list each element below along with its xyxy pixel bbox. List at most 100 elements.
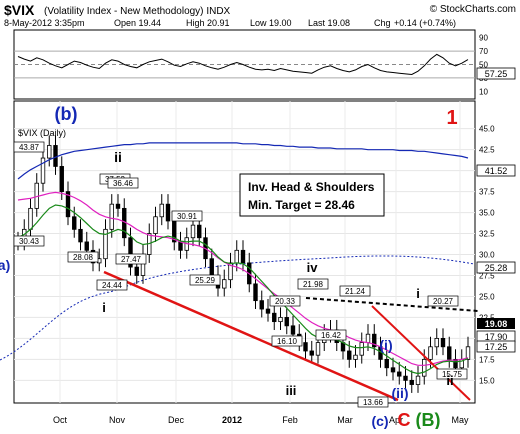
- y-tick-label: 25.0: [479, 292, 495, 301]
- wave-label: (i): [379, 337, 392, 353]
- candle-body: [222, 279, 227, 289]
- price-label: 36.46: [107, 177, 139, 189]
- candle-body: [347, 350, 352, 360]
- ma-green-line: [17, 204, 469, 375]
- candle-body: [428, 346, 433, 360]
- price-label: 30.91: [171, 210, 203, 222]
- candle-body: [409, 379, 414, 385]
- candle-body: [253, 283, 258, 302]
- wave-label: i: [102, 300, 106, 315]
- candle-body: [453, 358, 458, 369]
- svg-text:19.08: 19.08: [485, 319, 508, 329]
- price-label: 25.29: [189, 274, 221, 286]
- price-label: 15.75: [436, 368, 468, 380]
- rsi-tick-label: 90: [479, 34, 488, 43]
- candle-body: [165, 203, 171, 222]
- price-label: 28.08: [67, 251, 99, 263]
- annotation-line2: Min. Target = 28.46: [248, 198, 355, 212]
- candle-body: [84, 241, 89, 251]
- rsi-tick-label: 10: [479, 87, 488, 96]
- wave-label: iii: [286, 383, 297, 398]
- candle-body: [178, 241, 183, 251]
- wave-label: 1: [446, 107, 457, 129]
- candle-body: [72, 216, 77, 230]
- candle-body: [47, 145, 52, 159]
- candle-body: [359, 342, 364, 356]
- y-tick-label: 32.5: [479, 230, 495, 239]
- x-tick-label: Apr: [389, 415, 403, 425]
- svg-text:27.47: 27.47: [121, 255, 142, 264]
- annotation-line1: Inv. Head & Shoulders: [248, 180, 375, 194]
- svg-text:16.42: 16.42: [321, 331, 342, 340]
- candle-body: [372, 333, 377, 348]
- rsi-value-badge: [476, 67, 516, 80]
- candle-body: [447, 346, 452, 360]
- wave-label: ii: [114, 149, 122, 165]
- candle-body: [315, 342, 321, 356]
- candle-body: [465, 346, 471, 360]
- rsi-panel: 9070503010 57.25: [13, 29, 516, 100]
- svg-text:20.27: 20.27: [433, 297, 454, 306]
- svg-text:17.25: 17.25: [485, 342, 508, 352]
- candle-body: [234, 249, 239, 264]
- y-tick-label: 17.5: [479, 355, 495, 364]
- svg-text:16.10: 16.10: [277, 337, 298, 346]
- annotation-box: [239, 173, 385, 217]
- x-tick-label: 2012: [222, 415, 242, 425]
- header-open: Open 19.44: [114, 18, 161, 28]
- svg-text:25.28: 25.28: [485, 263, 508, 273]
- svg-text:24.44: 24.44: [102, 281, 123, 290]
- candle-body: [265, 308, 271, 314]
- header-date: 8-May-2012 3:35pm: [4, 18, 85, 28]
- x-tick-label: May: [451, 415, 469, 425]
- x-tick-label: Oct: [53, 415, 68, 425]
- candle-body: [197, 224, 202, 239]
- header-high: High 20.91: [186, 18, 230, 28]
- price-badge: 17.25: [476, 340, 516, 353]
- candle-body: [209, 258, 214, 276]
- wave-label: (B): [416, 410, 441, 429]
- svg-text:28.08: 28.08: [73, 253, 94, 262]
- chart-subtitle: (Volatility Index - New Methodology) IND…: [44, 6, 231, 17]
- y-tick-label: 37.5: [479, 188, 495, 197]
- wave-label: ii: [446, 373, 453, 388]
- header-chg-label: Chg: [374, 18, 391, 28]
- candle-body: [390, 367, 396, 373]
- candle-body: [40, 157, 46, 184]
- candle-body: [440, 338, 446, 348]
- wave-label: a): [0, 257, 10, 273]
- downtrend-channel-upper: [371, 305, 471, 401]
- candle-body: [353, 354, 358, 360]
- svg-text:41.52: 41.52: [485, 166, 508, 176]
- candle-body: [53, 145, 58, 167]
- ma-blue-line: [17, 142, 469, 180]
- upper-band-line: [0, 255, 475, 361]
- header-last: Last 19.08: [308, 18, 350, 28]
- candle-body: [109, 203, 114, 230]
- price-label: 21.24: [339, 285, 371, 297]
- rsi-line: [17, 53, 469, 76]
- price-label: 20.33: [269, 295, 301, 307]
- price-badge: 17.90: [476, 330, 516, 343]
- candle-body: [153, 216, 158, 234]
- header-low: Low 19.00: [250, 18, 292, 28]
- svg-text:17.90: 17.90: [485, 332, 508, 342]
- candle-body: [365, 333, 371, 344]
- wave-label: C: [398, 410, 411, 429]
- price-panel-label: $VIX (Daily): [18, 128, 66, 138]
- ma-magenta-line: [17, 191, 469, 366]
- price-badge: 25.28: [476, 261, 516, 274]
- wave-label: (ii): [391, 385, 408, 401]
- candle-body: [278, 317, 283, 323]
- price-badge: 19.08: [477, 318, 515, 329]
- price-label: 30.43: [13, 235, 45, 247]
- candle-body: [103, 228, 108, 260]
- y-tick-label: 27.5: [479, 271, 495, 280]
- candle-body: [434, 338, 439, 348]
- candle-body: [115, 203, 121, 209]
- candle-body: [397, 371, 402, 377]
- price-label: 43.87: [13, 141, 45, 153]
- svg-text:21.98: 21.98: [303, 280, 324, 289]
